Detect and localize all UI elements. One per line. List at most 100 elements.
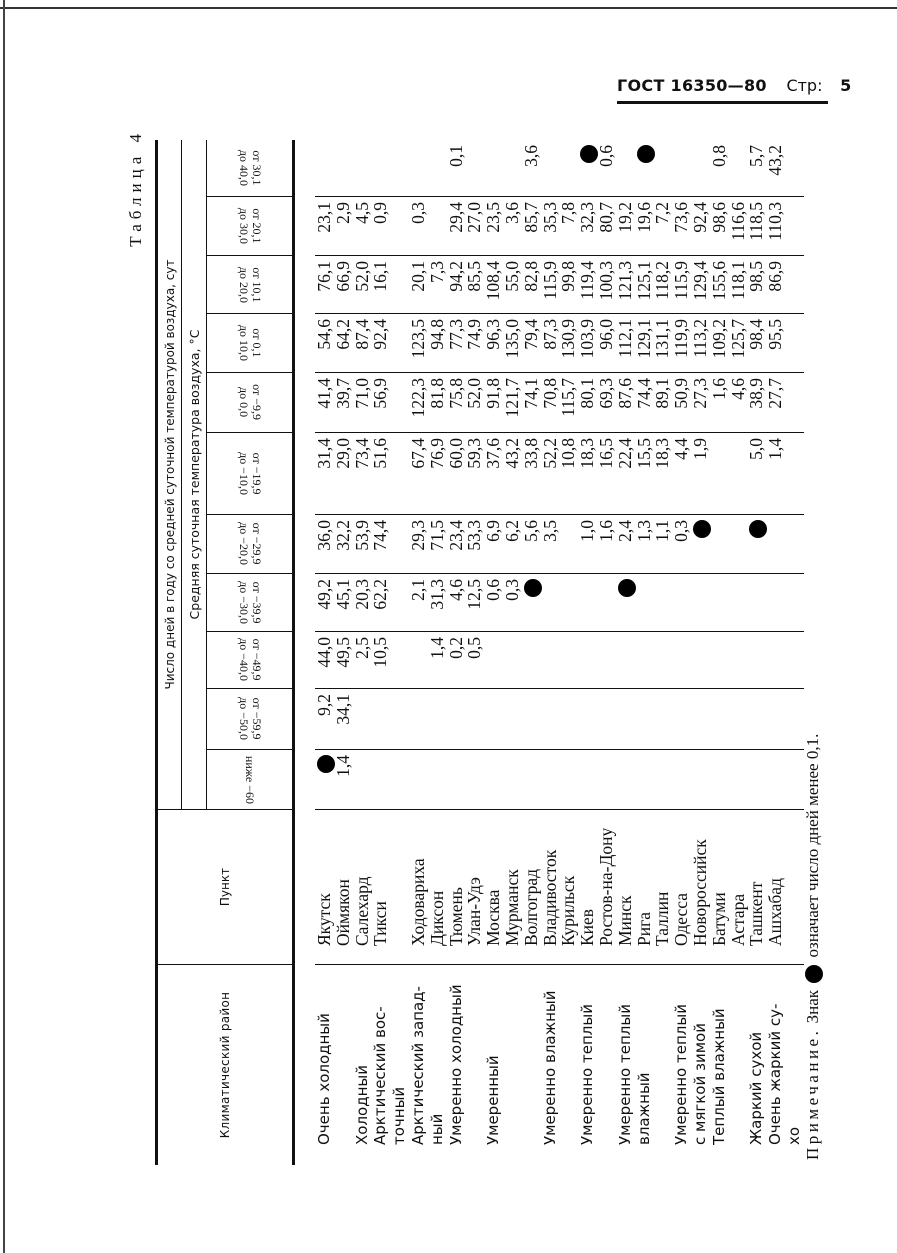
value-cell: 80,7 [596,197,616,256]
region-cell: влажный [634,1072,653,1145]
value-cell: 29,3 [408,515,428,574]
value-cell [540,750,560,810]
header-temp-range-label: от −49,9 до −40,0 [236,638,264,682]
value-cell: 54,6 [314,314,335,373]
value-cell: 125,7 [728,314,748,373]
value-cell: 59,3 [464,433,484,515]
city-cell: Улан-Удэ [464,810,484,965]
table-row: Волгоград ● 5,633,874,179,482,885,73,6 [521,140,542,1165]
header-temp-range-line: до −30,0 [236,581,251,624]
dot-less-than-0-1-icon: ● [749,520,768,538]
value-cell [596,574,616,632]
value-cell: 91,8 [483,373,503,433]
note-label: Примечание. [803,1027,822,1160]
value-cell [390,689,409,750]
value-cell [559,632,579,689]
header-temp-range-line: до −10,0 [236,452,251,495]
header-temp-range: от 10,1 до 20,0 [206,256,292,314]
city-cell: Оймякон [333,810,353,965]
header-temp-range: от 0,1 до 10,0 [206,314,292,373]
city-cell: Новороссийск [690,810,711,965]
region-cell: точный [390,1086,409,1145]
value-cell: 115,7 [558,373,578,433]
city-cell: Одесса [671,810,691,965]
value-cell: 53,9 [352,515,372,574]
value-cell: 20,3 [352,574,372,632]
value-cell [578,632,599,689]
value-cell [502,140,522,197]
region-cell [503,965,522,1165]
value-cell [615,632,636,689]
value-cell: 98,6 [709,197,729,256]
value-cell [690,750,711,810]
value-cell: 43,2 [502,433,522,515]
value-cell: 0,1 [446,140,466,197]
region-cell: Умеренно влажный [540,990,559,1145]
region-cell [334,965,353,1165]
value-cell [390,373,409,433]
value-cell [484,140,503,197]
value-cell [465,140,485,197]
dot-less-than-0-1-icon: ● [617,579,636,597]
value-cell [766,689,785,750]
value-cell [540,689,560,750]
value-cell: 81,8 [427,373,447,433]
value-cell [784,433,804,515]
value-cell [766,750,785,810]
value-cell: 20,1 [408,256,428,314]
value-cell [728,632,748,689]
region-cell [465,965,484,1165]
rotated-table-block: Таблица 4 Климатический район Пункт Числ… [126,129,855,1165]
value-cell: 52,0 [464,373,484,433]
value-cell: 18,3 [652,433,672,515]
value-cell [559,750,579,810]
standard-code: ГОСТ 16350—80 [617,76,767,95]
value-cell [784,314,804,373]
header-region: Климатический район [218,991,232,1139]
value-cell [784,373,804,433]
value-cell [371,689,391,750]
value-cell: 62,2 [370,574,390,632]
header-temp-range-line: от −59,9 [249,698,264,740]
value-cell: 71,0 [352,373,372,433]
value-cell: 113,2 [690,314,711,373]
value-cell: 4,6 [728,373,748,433]
header-temp-range: от −19,9 до −10,0 [206,433,292,515]
value-cell: 122,3 [408,373,428,433]
value-cell: 0,6 [483,574,503,632]
page-label: Стр: [786,76,823,95]
value-cell [728,433,748,515]
value-cell: 6,9 [483,515,503,574]
value-cell: 23,1 [314,197,335,256]
value-cell: 52,0 [352,256,372,314]
value-cell: 67,4 [408,433,428,515]
value-cell [352,750,372,810]
value-cell: 85,5 [464,256,484,314]
value-cell [634,750,655,810]
value-cell [408,689,428,750]
value-cell [634,689,655,750]
value-cell [427,140,447,197]
region-cell: Умеренный [484,1055,503,1145]
header-temp-range-line: до −40,0 [236,638,251,682]
value-cell [427,750,447,810]
value-cell [521,632,542,689]
dot-less-than-0-1-icon: ● [523,579,542,597]
value-cell: 1,4 [333,750,353,810]
value-cell: 1,9 [690,433,711,515]
table-row: Астара 4,6 125,7 118,1 116,6 [728,140,748,1165]
value-cell: 27,7 [765,373,785,433]
value-cell: 110,3 [765,197,785,256]
value-cell [333,140,353,197]
table-row: хо [784,140,804,1165]
value-cell: 115,9 [540,256,560,314]
header-temp-range-label: от 30,1 до 40,0 [237,150,264,186]
value-cell: 4,4 [671,433,691,515]
table-row: Жаркий сухойТашкент●5,038,998,498,5118,5… [746,140,768,1165]
header-temp-range-label: от 0,1 до 10,0 [236,324,264,362]
header-temp-range-line: до 10,0 [236,324,251,362]
value-cell [315,140,335,197]
value-cell: 74,9 [464,314,484,373]
value-cell: 4,5 [352,197,372,256]
